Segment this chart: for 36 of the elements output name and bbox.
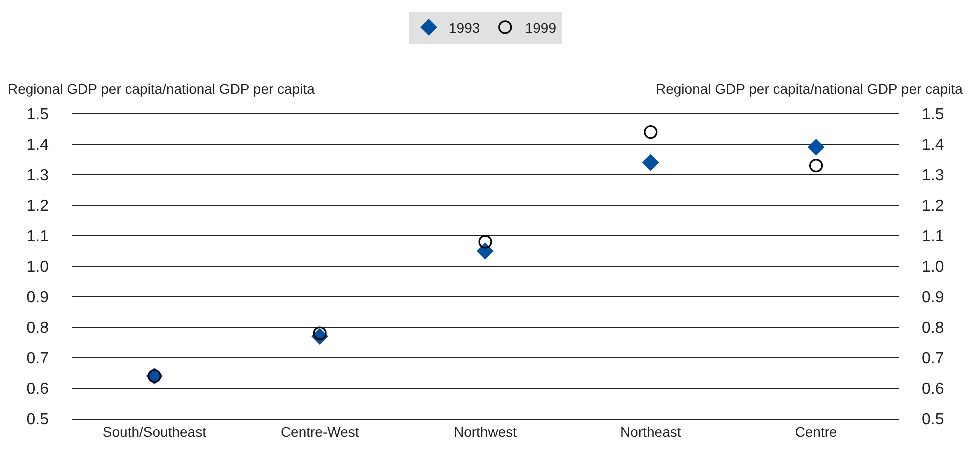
y2-tick-label: 0.6 bbox=[922, 381, 944, 398]
y-tick-label: 0.8 bbox=[26, 320, 50, 338]
x-tick-label: Northwest bbox=[454, 424, 518, 440]
y-tick-label: 0.7 bbox=[26, 350, 50, 368]
y-tick-label: 1.3 bbox=[26, 168, 50, 185]
y2-tick-label: 1.4 bbox=[922, 137, 944, 154]
y2-tick-label: 1.3 bbox=[922, 168, 944, 185]
y2-tick-label: 0.9 bbox=[922, 290, 944, 307]
y-tick-label: 0.6 bbox=[26, 381, 50, 398]
x-tick-label: Centre-West bbox=[280, 424, 360, 440]
y-axis-title: Regional GDP per capita/national GDP per capita bbox=[8, 81, 316, 97]
x-tick-label: Northeast bbox=[620, 424, 682, 440]
legend-label: 1999 bbox=[525, 20, 557, 36]
point bbox=[644, 126, 658, 140]
y2-tick-label: 0.7 bbox=[922, 350, 944, 368]
y-tick-label: 0.5 bbox=[26, 412, 50, 429]
x-tick-label: Centre bbox=[795, 424, 838, 440]
y2-tick-label: 1.5 bbox=[922, 106, 944, 124]
y2-tick-label: 1.1 bbox=[922, 228, 944, 246]
y2-axis-title: Regional GDP per capita/national GDP per capita bbox=[656, 81, 964, 97]
y-tick-label: 1.5 bbox=[26, 106, 50, 124]
y2-tick-label: 0.5 bbox=[922, 412, 944, 429]
point bbox=[808, 139, 825, 156]
y2-tick-label: 0.8 bbox=[922, 320, 944, 338]
y-tick-label: 0.9 bbox=[26, 290, 50, 307]
y2-tick-label: 1.0 bbox=[922, 259, 944, 276]
legend-label: 1993 bbox=[449, 20, 480, 36]
y2-tick-label: 1.2 bbox=[922, 198, 944, 216]
x-tick-label: South/Southeast bbox=[102, 424, 207, 440]
point bbox=[810, 159, 824, 173]
point bbox=[478, 235, 492, 249]
y-tick-label: 1.0 bbox=[26, 259, 50, 276]
y-tick-label: 1.2 bbox=[26, 198, 50, 216]
point bbox=[642, 154, 660, 172]
y-tick-label: 1.1 bbox=[26, 228, 50, 246]
y-tick-label: 1.4 bbox=[26, 137, 50, 154]
